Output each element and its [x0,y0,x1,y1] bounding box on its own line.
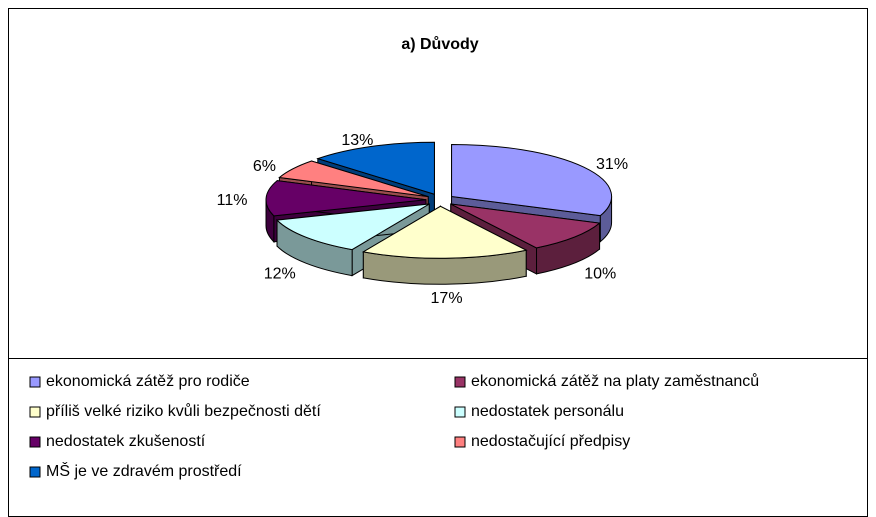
legend-label: nedostatek zkušeností [46,433,206,450]
legend-label: ekonomická zátěž pro rodiče [46,373,250,390]
legend-label: MŠ je ve zdravém prostředí [46,461,242,480]
data-label: 12% [264,265,296,282]
data-label: 10% [584,265,616,282]
data-label: 17% [431,290,463,307]
legend-label: příliš velké riziko kvůli bezpečnosti dě… [46,402,321,420]
slice-top [275,203,430,251]
legend-swatch [29,406,41,418]
slice-top [265,180,427,217]
legend-frame [8,358,868,517]
slice-top [316,141,435,195]
legend-swatch [454,436,466,448]
slice-top [278,160,429,198]
data-label: 13% [341,132,373,149]
pie: 31% 10% 17% 12% 11% 6% 13% [217,132,628,307]
legend: ekonomická zátěž pro rodiče ekonomická zá… [29,372,759,480]
legend-swatch [454,406,466,418]
legend-label: nedostatek personálu [471,403,624,420]
legend-swatch [29,466,41,478]
legend-swatch [29,436,41,448]
slice-top [451,143,613,217]
data-label: 6% [253,158,276,175]
slice-top [450,203,601,249]
data-label: 31% [596,156,628,173]
slice [361,205,528,285]
chart-title: a) Důvody [401,36,478,53]
legend-swatch [454,376,466,388]
legend-swatch [29,376,41,388]
data-label: 11% [217,192,248,209]
legend-label: nedostačující předpisy [471,433,630,450]
slice-top [361,205,528,259]
legend-label: ekonomická zátěž na platy zaměstnanců [471,372,759,390]
